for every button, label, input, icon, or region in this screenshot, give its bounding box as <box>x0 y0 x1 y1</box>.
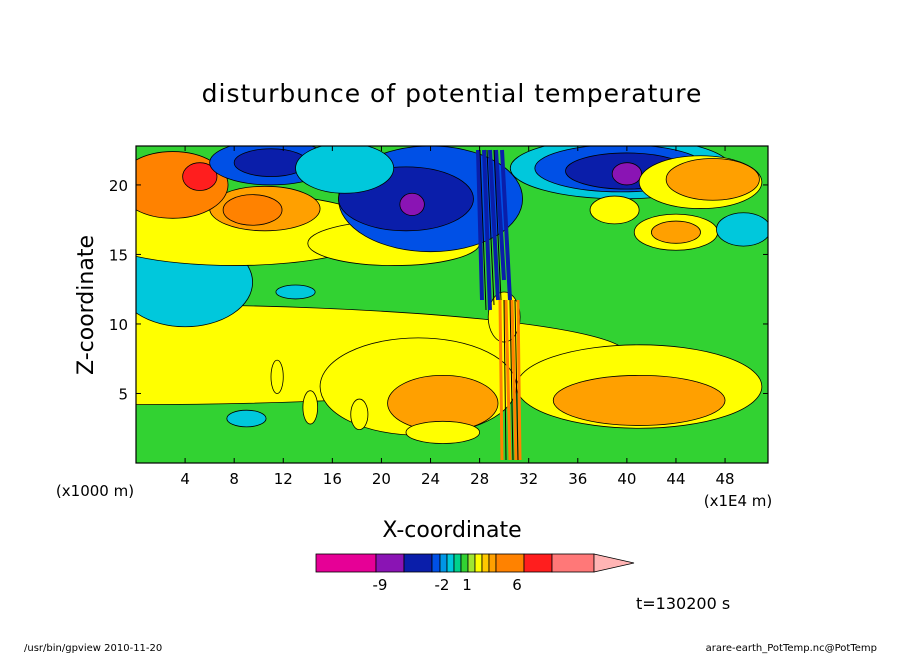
colorbar-segment <box>467 553 476 573</box>
colorbar-arrow <box>593 553 635 573</box>
y-tick-label: 10 <box>109 316 128 334</box>
x-unit-right: (x1E4 m) <box>704 492 773 510</box>
x-tick-label: 32 <box>519 470 538 488</box>
contour-region <box>302 390 319 425</box>
contour-region <box>182 162 218 191</box>
colorbar-segment <box>446 553 455 573</box>
x-axis-label: X-coordinate <box>382 518 521 543</box>
colorbar-segment <box>403 553 433 573</box>
colorbar-label: -2 <box>435 576 450 594</box>
colorbar-segment <box>551 553 595 573</box>
x-tick-label: 40 <box>617 470 636 488</box>
y-tick-label: 5 <box>118 385 128 403</box>
colorbar <box>315 553 635 573</box>
contour-region <box>589 195 640 225</box>
contour-region <box>665 158 760 201</box>
contour-region <box>399 192 425 216</box>
contour-region <box>275 284 316 300</box>
colorbar-segment <box>474 553 483 573</box>
wave-streaks <box>476 149 522 461</box>
x-tick-label: 8 <box>229 470 239 488</box>
contour-region <box>611 162 643 186</box>
contour-region <box>552 375 726 426</box>
x-unit-left: (x1000 m) <box>56 482 134 500</box>
x-tick-label: 36 <box>568 470 587 488</box>
colorbar-segment <box>481 553 490 573</box>
x-tick-label: 28 <box>470 470 489 488</box>
contour-region <box>405 420 481 444</box>
contour-region <box>270 359 284 394</box>
x-tick-label: 20 <box>372 470 391 488</box>
field-map <box>136 146 768 463</box>
colorbar-segment <box>375 553 405 573</box>
y-axis: 5 10 15 20 <box>109 177 768 403</box>
x-tick-label: 48 <box>716 470 735 488</box>
contour-region <box>222 194 283 226</box>
colorbar-segment <box>488 553 497 573</box>
y-tick-label: 15 <box>109 246 128 264</box>
y-axis-label: Z-coordinate <box>74 235 99 375</box>
x-tick-label: 44 <box>666 470 685 488</box>
contour-region <box>226 409 267 428</box>
colorbar-label: 6 <box>512 576 522 594</box>
plot-frame <box>135 145 769 464</box>
colorbar-segment <box>460 553 469 573</box>
colorbar-labels: -9 -2 1 6 <box>373 576 522 594</box>
footer-left: /usr/bin/gpview 2010-11-20 <box>24 643 162 654</box>
colorbar-segment <box>439 553 448 573</box>
footer-right: arare-earth_PotTemp.nc@PotTemp <box>706 643 877 654</box>
x-tick-label: 12 <box>274 470 293 488</box>
contour-region <box>295 146 395 194</box>
x-tick-label: 16 <box>323 470 342 488</box>
time-label: t=130200 s <box>636 594 730 613</box>
colorbar-label: 1 <box>462 576 472 594</box>
x-tick-label: 4 <box>180 470 190 488</box>
x-tick-label: 24 <box>421 470 440 488</box>
colorbar-segment <box>453 553 462 573</box>
chart-title: disturbunce of potential temperature <box>202 79 703 108</box>
colorbar-segment <box>431 553 441 573</box>
colorbar-segment <box>315 553 377 573</box>
colorbar-label: -9 <box>373 576 388 594</box>
contour-region <box>350 398 369 431</box>
y-tick-label: 20 <box>109 177 128 195</box>
contour-region <box>651 220 701 244</box>
contour-region <box>716 212 768 247</box>
colorbar-segment <box>523 553 553 573</box>
x-axis: 4 8 12 16 20 24 28 32 36 40 44 48 <box>180 146 735 488</box>
colorbar-segment <box>495 553 525 573</box>
